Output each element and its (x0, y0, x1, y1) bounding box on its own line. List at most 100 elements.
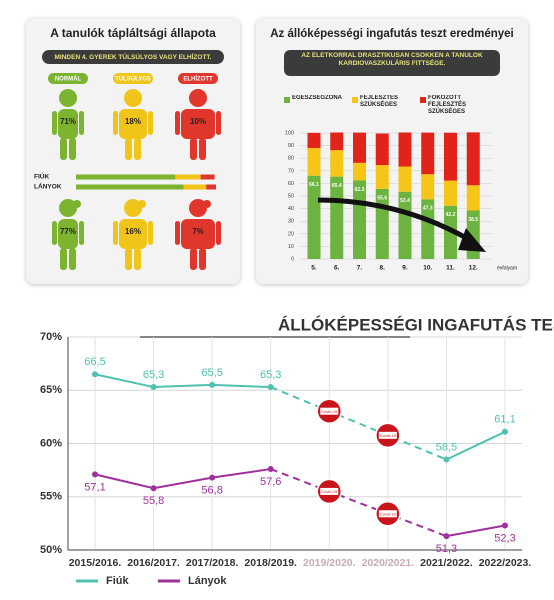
arm (52, 221, 57, 245)
value-label: 7% (192, 227, 204, 236)
y-tick-label: 50% (40, 544, 62, 556)
value-label: 65,3 (143, 369, 164, 381)
figure (52, 199, 84, 270)
panel-title: Az állóképességi ingafutás teszt eredmén… (270, 28, 514, 40)
gap-connector (270, 468, 447, 538)
bar-segment (330, 150, 344, 177)
value-label: 66.1 (309, 182, 319, 188)
x-tick-label: 10. (423, 265, 432, 272)
panel-title: A tanulók tápláltsági állapota (50, 26, 216, 40)
proportion-bar (200, 174, 215, 180)
figure (175, 89, 221, 160)
banner (284, 50, 500, 76)
y-tick-label: 55% (40, 491, 62, 503)
value-label: 47.3 (423, 206, 433, 212)
head (189, 89, 207, 107)
body (119, 219, 147, 249)
value-label: 58,5 (436, 441, 457, 453)
category-label: NORMÁL (55, 76, 82, 83)
arm (148, 111, 153, 135)
value-label: 65,3 (260, 369, 281, 381)
leg (190, 138, 197, 160)
arm (216, 221, 221, 245)
y-tick-label: 70% (40, 331, 62, 343)
y-tick-label: 60 (288, 181, 294, 187)
value-label: 18% (125, 117, 141, 126)
bar-segment (398, 191, 412, 259)
leg (69, 248, 76, 270)
arm (52, 111, 57, 135)
head (59, 89, 77, 107)
proportion-bar (76, 174, 176, 180)
annotation: Covid-19 (321, 409, 338, 414)
body (58, 219, 78, 249)
bar-segment (398, 132, 412, 167)
legend-label: FIÚK (34, 172, 49, 181)
point (92, 371, 98, 378)
head (124, 89, 142, 107)
y-tick-label: 100 (285, 130, 294, 136)
x-tick-label: 2018/2019. (244, 557, 297, 569)
value-label: 61,1 (494, 414, 515, 426)
leg (199, 248, 206, 270)
arrow-shaft (317, 197, 472, 243)
covid-bar (378, 510, 397, 518)
x-tick-label: 9. (402, 265, 408, 272)
legend-label: Lányok (188, 575, 227, 587)
value-label: 53.4 (400, 198, 410, 204)
leg (199, 138, 206, 160)
legend-swatch (284, 97, 290, 103)
value-label: 77% (60, 227, 76, 236)
x-tick-label: 2015/2016. (69, 557, 122, 569)
banner-box: AZ ÉLETKORRAL DRASZTIKUSAN CSÖKKEN A TAN… (301, 52, 482, 67)
bar-segment (421, 199, 435, 259)
legend-label: Fiúk (106, 575, 129, 587)
line (94, 468, 506, 538)
point (502, 428, 508, 435)
value-label: 65,5 (201, 367, 222, 379)
category-label: TÚLSÚLYOS (115, 76, 151, 83)
arm (113, 111, 118, 135)
arm (175, 111, 180, 135)
leg (125, 248, 132, 270)
point (209, 474, 216, 481)
value-label: 42.2 (446, 212, 456, 218)
x-axis-label: évfolyam (497, 265, 517, 271)
figure (113, 89, 153, 160)
head (124, 199, 142, 217)
proportion-bar (206, 184, 216, 190)
point (267, 384, 274, 391)
legend-box: FOKOZOTT FEJLESZTÉS SZÜKSÉGES (428, 95, 467, 116)
line (94, 373, 506, 461)
x-tick-label: 11. (446, 265, 455, 272)
value-label: 16% (125, 227, 141, 236)
body (181, 219, 215, 249)
x-tick-label: 2017/2018. (186, 557, 239, 569)
gap-connector (270, 386, 447, 461)
bar-segment (421, 174, 435, 200)
legend-box: EGÉSZSÉGZÓNA (292, 95, 342, 101)
bar-segment (307, 132, 321, 148)
panel (256, 18, 528, 284)
leg (60, 248, 67, 270)
legend-label: FOKOZOTT FEJLESZTÉS SZÜKSÉGES (428, 95, 467, 116)
value-label: 10% (190, 117, 206, 126)
ponytail (203, 200, 211, 208)
arm (216, 111, 221, 135)
point (443, 456, 450, 463)
bar-segment (330, 176, 344, 259)
value-label: 52,3 (494, 532, 515, 544)
value-label: 57,1 (84, 481, 105, 493)
x-tick-label: 5. (311, 265, 317, 272)
bar-segment (375, 133, 389, 166)
y-tick-label: 50 (288, 193, 294, 199)
x-tick-label: 6. (334, 265, 340, 272)
y-tick-label: 20 (288, 231, 294, 237)
bar-segment (307, 175, 321, 259)
value-label: 38.5 (468, 217, 478, 223)
y-tick-label: 80 (288, 156, 294, 162)
chart-title: ÁLLÓKÉPESSÉGI INGAFUTÁS TESZT (278, 315, 554, 334)
category-label: ELHÍZOTT (183, 75, 213, 83)
point (150, 485, 157, 492)
